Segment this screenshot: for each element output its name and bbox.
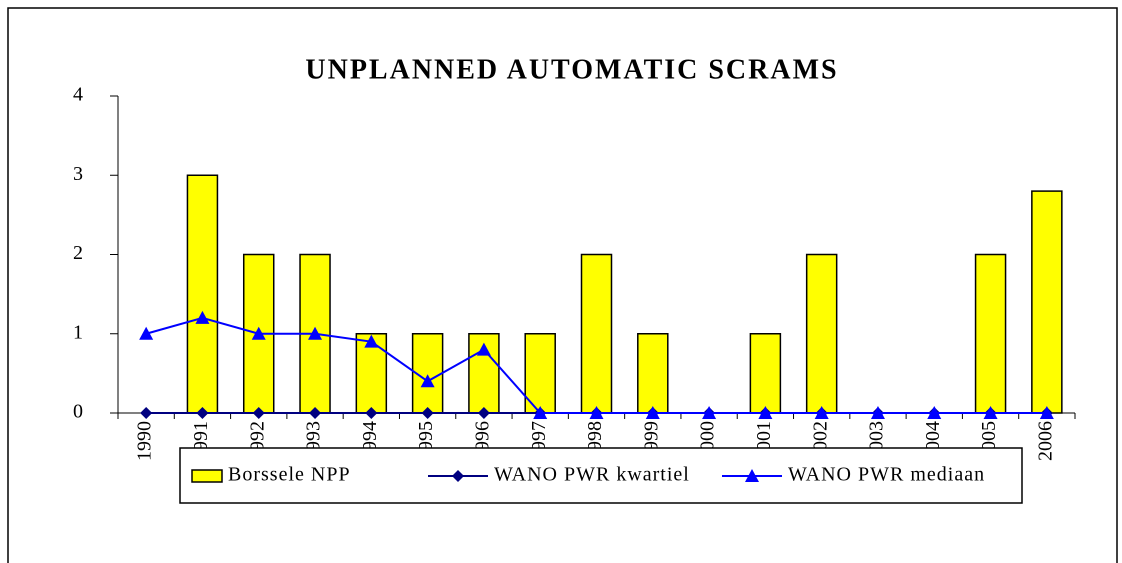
legend-label: Borssele NPP <box>228 464 351 486</box>
point-marker <box>251 326 266 340</box>
point-marker <box>814 406 829 419</box>
point-marker <box>476 342 491 356</box>
x-tick-label: 2006 <box>1034 421 1056 461</box>
legend-swatch <box>191 469 223 483</box>
point-marker <box>870 406 885 419</box>
point-marker <box>252 407 265 419</box>
point-marker <box>533 406 548 419</box>
point-marker <box>702 406 717 419</box>
point-marker <box>420 374 435 388</box>
point-marker <box>195 310 210 324</box>
bar <box>524 333 556 414</box>
point-marker <box>309 407 322 419</box>
point-marker <box>645 406 660 419</box>
bar <box>637 333 669 414</box>
bar <box>580 253 613 414</box>
legend-label: WANO PWR mediaan <box>788 464 985 486</box>
point-marker <box>927 406 942 419</box>
point-marker <box>140 407 153 419</box>
point-marker <box>1039 406 1054 419</box>
bar <box>974 253 1007 414</box>
y-tick-label: 0 <box>73 401 83 423</box>
bar <box>805 253 838 414</box>
point-marker <box>421 407 434 419</box>
point-marker <box>364 334 379 348</box>
point-marker <box>589 406 604 419</box>
point-marker <box>365 407 378 419</box>
bar <box>1031 190 1063 414</box>
y-tick-label: 2 <box>73 242 83 264</box>
x-tick-label: 1990 <box>134 421 156 461</box>
point-marker <box>139 326 154 340</box>
point-marker <box>758 406 773 419</box>
y-tick-label: 3 <box>73 163 83 185</box>
legend-marker <box>452 470 464 482</box>
legend-box <box>179 447 1023 504</box>
y-tick-label: 4 <box>73 84 83 106</box>
bar <box>186 174 219 414</box>
legend-label: WANO PWR kwartiel <box>494 464 690 486</box>
point-marker <box>477 407 490 419</box>
bar <box>749 333 782 414</box>
chart-title: UNPLANNED AUTOMATIC SCRAMS <box>305 54 838 85</box>
legend-marker <box>745 469 759 482</box>
point-marker <box>983 406 998 419</box>
point-marker <box>308 326 323 340</box>
point-marker <box>196 407 209 419</box>
bar <box>468 333 500 414</box>
y-tick-label: 1 <box>73 321 83 343</box>
